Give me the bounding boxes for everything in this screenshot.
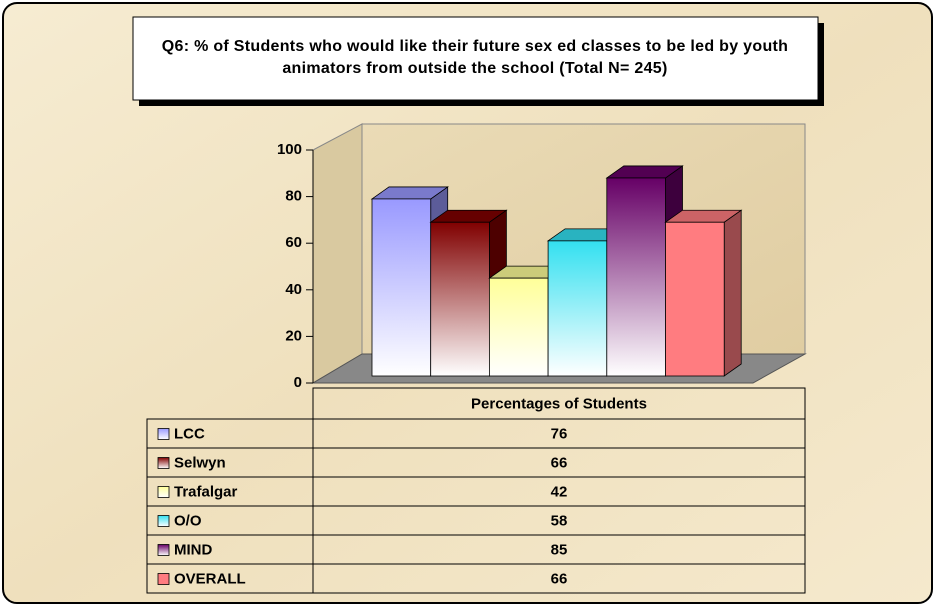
- y-tick-label: 60: [285, 234, 302, 251]
- legend-swatch: [157, 544, 170, 556]
- legend-swatch: [157, 573, 170, 585]
- side-wall: [312, 123, 363, 384]
- legend-label: O/O: [174, 512, 202, 529]
- bar: [547, 240, 608, 377]
- bar: [430, 221, 490, 377]
- bar: [488, 277, 549, 377]
- data-label: 66: [551, 454, 568, 471]
- y-tick-label: 20: [285, 327, 302, 344]
- data-label: 76: [551, 425, 568, 442]
- data-label: 66: [551, 570, 568, 587]
- legend-label: Selwyn: [174, 454, 226, 471]
- y-tick-label: 100: [277, 141, 302, 158]
- bar: [665, 221, 725, 377]
- legend-label: MIND: [174, 541, 212, 558]
- legend-label: OVERALL: [174, 570, 246, 587]
- y-tick-label: 40: [285, 281, 302, 298]
- category-label: Percentages of Students: [471, 395, 647, 412]
- y-tick-label: 0: [294, 374, 302, 391]
- bar: [371, 198, 432, 377]
- data-table: Percentages of Students LCC 76 Selwyn 66 Traf…: [146, 387, 806, 594]
- legend-swatch: [157, 428, 170, 440]
- bars: [370, 165, 743, 377]
- legend-swatch: [157, 457, 170, 469]
- legend-label: Trafalgar: [174, 483, 238, 500]
- legend-label: LCC: [174, 425, 205, 442]
- data-label: 85: [551, 541, 568, 558]
- bar-side: [723, 209, 742, 377]
- data-label: 42: [551, 483, 568, 500]
- bar: [606, 177, 666, 377]
- title-box: [132, 16, 819, 101]
- chart-title: Q6: % of Students who would like their f…: [161, 38, 789, 77]
- legend-swatch: [157, 486, 170, 498]
- data-label: 58: [551, 512, 568, 529]
- y-tick-label: 80: [285, 188, 302, 205]
- legend-swatch: [157, 515, 170, 527]
